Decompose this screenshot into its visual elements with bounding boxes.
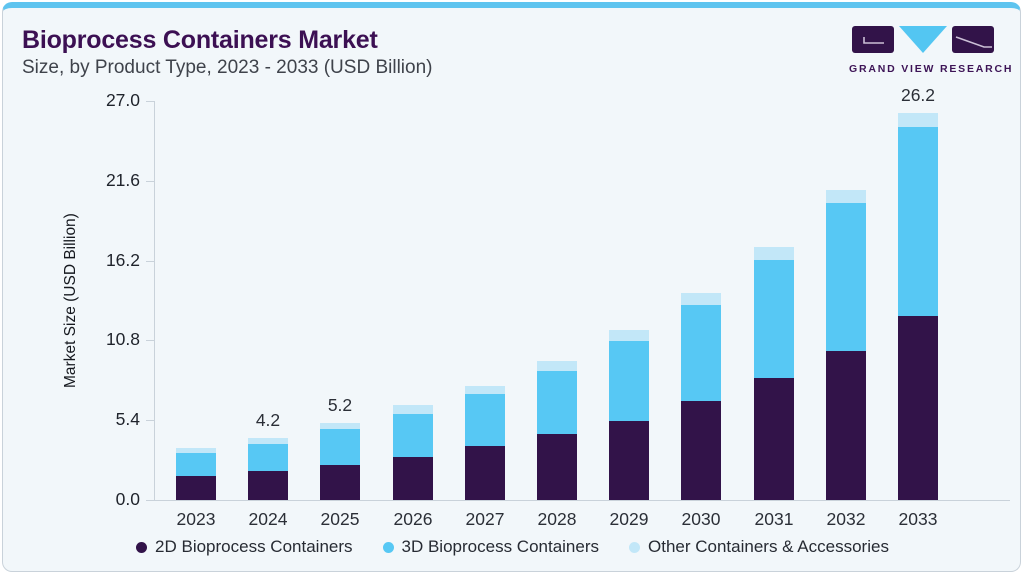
legend-item-other-containers: Other Containers & Accessories (629, 537, 889, 557)
bar-segment-2031 (754, 260, 794, 378)
gvr-logo: GRAND VIEW RESEARCH (849, 26, 1014, 75)
y-tick-label: 0.0 (115, 489, 140, 509)
y-tick-mark (146, 420, 154, 421)
bar-segment-2024 (248, 444, 288, 471)
x-tick-label-2032: 2032 (826, 509, 866, 529)
bar-segment-2033 (898, 127, 938, 316)
x-tick-label-2025: 2025 (320, 509, 360, 529)
y-tick-label: 5.4 (115, 409, 140, 429)
legend-label-2d: 2D Bioprocess Containers (155, 537, 353, 556)
bar-segment-2027 (465, 386, 505, 394)
gvr-logo-r-block (952, 26, 994, 53)
y-tick-mark (146, 181, 154, 182)
bar-value-label-2025: 5.2 (327, 395, 353, 415)
legend: 2D Bioprocess Containers 3D Bioprocess C… (0, 537, 1025, 557)
x-tick-label-2023: 2023 (176, 509, 216, 529)
x-tick-label-2026: 2026 (393, 509, 433, 529)
page-title: Bioprocess Containers Market (22, 26, 378, 54)
bar-segment-2029 (609, 341, 649, 421)
x-tick-label-2033: 2033 (898, 509, 938, 529)
bar-segment-2032 (826, 190, 866, 203)
bar-segment-2023 (176, 476, 216, 500)
bar-segment-2032 (826, 351, 866, 500)
x-axis-line (154, 500, 1010, 501)
bar-segment-2023 (176, 453, 216, 476)
gvr-logo-g-block (852, 26, 894, 53)
legend-item-2d-bioprocess-containers: 2D Bioprocess Containers (136, 537, 353, 557)
bar-segment-2030 (681, 293, 721, 305)
x-tick-label-2024: 2024 (248, 509, 288, 529)
bar-segment-2027 (465, 446, 505, 500)
bar-segment-2029 (609, 330, 649, 341)
legend-swatch-other-icon (629, 541, 640, 553)
y-axis-title: Market Size (USD Billion) (62, 213, 79, 388)
legend-label-other: Other Containers & Accessories (648, 537, 889, 556)
bar-segment-2028 (537, 371, 577, 434)
legend-swatch-2d-icon (136, 541, 148, 553)
y-tick-mark (146, 101, 154, 102)
page-subtitle: Size, by Product Type, 2023 - 2033 (USD … (22, 57, 433, 78)
bar-segment-2026 (393, 405, 433, 414)
bar-segment-2025 (320, 423, 360, 429)
bar-value-label-2033: 26.2 (900, 85, 936, 105)
y-tick-label: 16.2 (105, 250, 140, 270)
bar-segment-2024 (248, 471, 288, 500)
bar-segment-2027 (465, 394, 505, 446)
x-tick-label-2028: 2028 (537, 509, 577, 529)
gvr-logo-text: GRAND VIEW RESEARCH (849, 63, 1014, 75)
y-tick-mark (146, 340, 154, 341)
bar-segment-2025 (320, 465, 360, 500)
y-tick-label: 21.6 (105, 170, 140, 190)
x-tick-label-2029: 2029 (609, 509, 649, 529)
legend-swatch-3d-icon (382, 541, 394, 553)
y-tick-label: 10.8 (105, 329, 140, 349)
bar-segment-2033 (898, 316, 938, 500)
bar-segment-2032 (826, 203, 866, 351)
gvr-logo-icon (852, 26, 994, 53)
bar-segment-2023 (176, 448, 216, 453)
bar-value-label-2024: 4.2 (255, 410, 281, 430)
gvr-logo-g-mark (863, 37, 884, 44)
x-tick-label-2031: 2031 (754, 509, 794, 529)
bar-segment-2033 (898, 113, 938, 127)
x-tick-label-2027: 2027 (465, 509, 505, 529)
legend-label-3d: 3D Bioprocess Containers (401, 537, 599, 556)
bar-segment-2025 (320, 429, 360, 465)
bar-segment-2026 (393, 414, 433, 457)
y-tick-mark (146, 500, 154, 501)
bar-segment-2028 (537, 361, 577, 371)
y-tick-label: 27.0 (105, 90, 140, 110)
bar-segment-2031 (754, 378, 794, 500)
bar-segment-2028 (537, 434, 577, 500)
bar-segment-2031 (754, 247, 794, 260)
bar-segment-2029 (609, 421, 649, 500)
y-axis-line (154, 101, 155, 501)
y-tick-mark (146, 261, 154, 262)
gvr-logo-v-triangle (899, 26, 947, 53)
bar-segment-2030 (681, 305, 721, 401)
x-tick-label-2030: 2030 (681, 509, 721, 529)
legend-item-3d-bioprocess-containers: 3D Bioprocess Containers (382, 537, 599, 557)
bar-segment-2030 (681, 401, 721, 500)
gvr-logo-r-mark (955, 36, 992, 48)
bar-segment-2026 (393, 457, 433, 500)
bar-segment-2024 (248, 438, 288, 444)
